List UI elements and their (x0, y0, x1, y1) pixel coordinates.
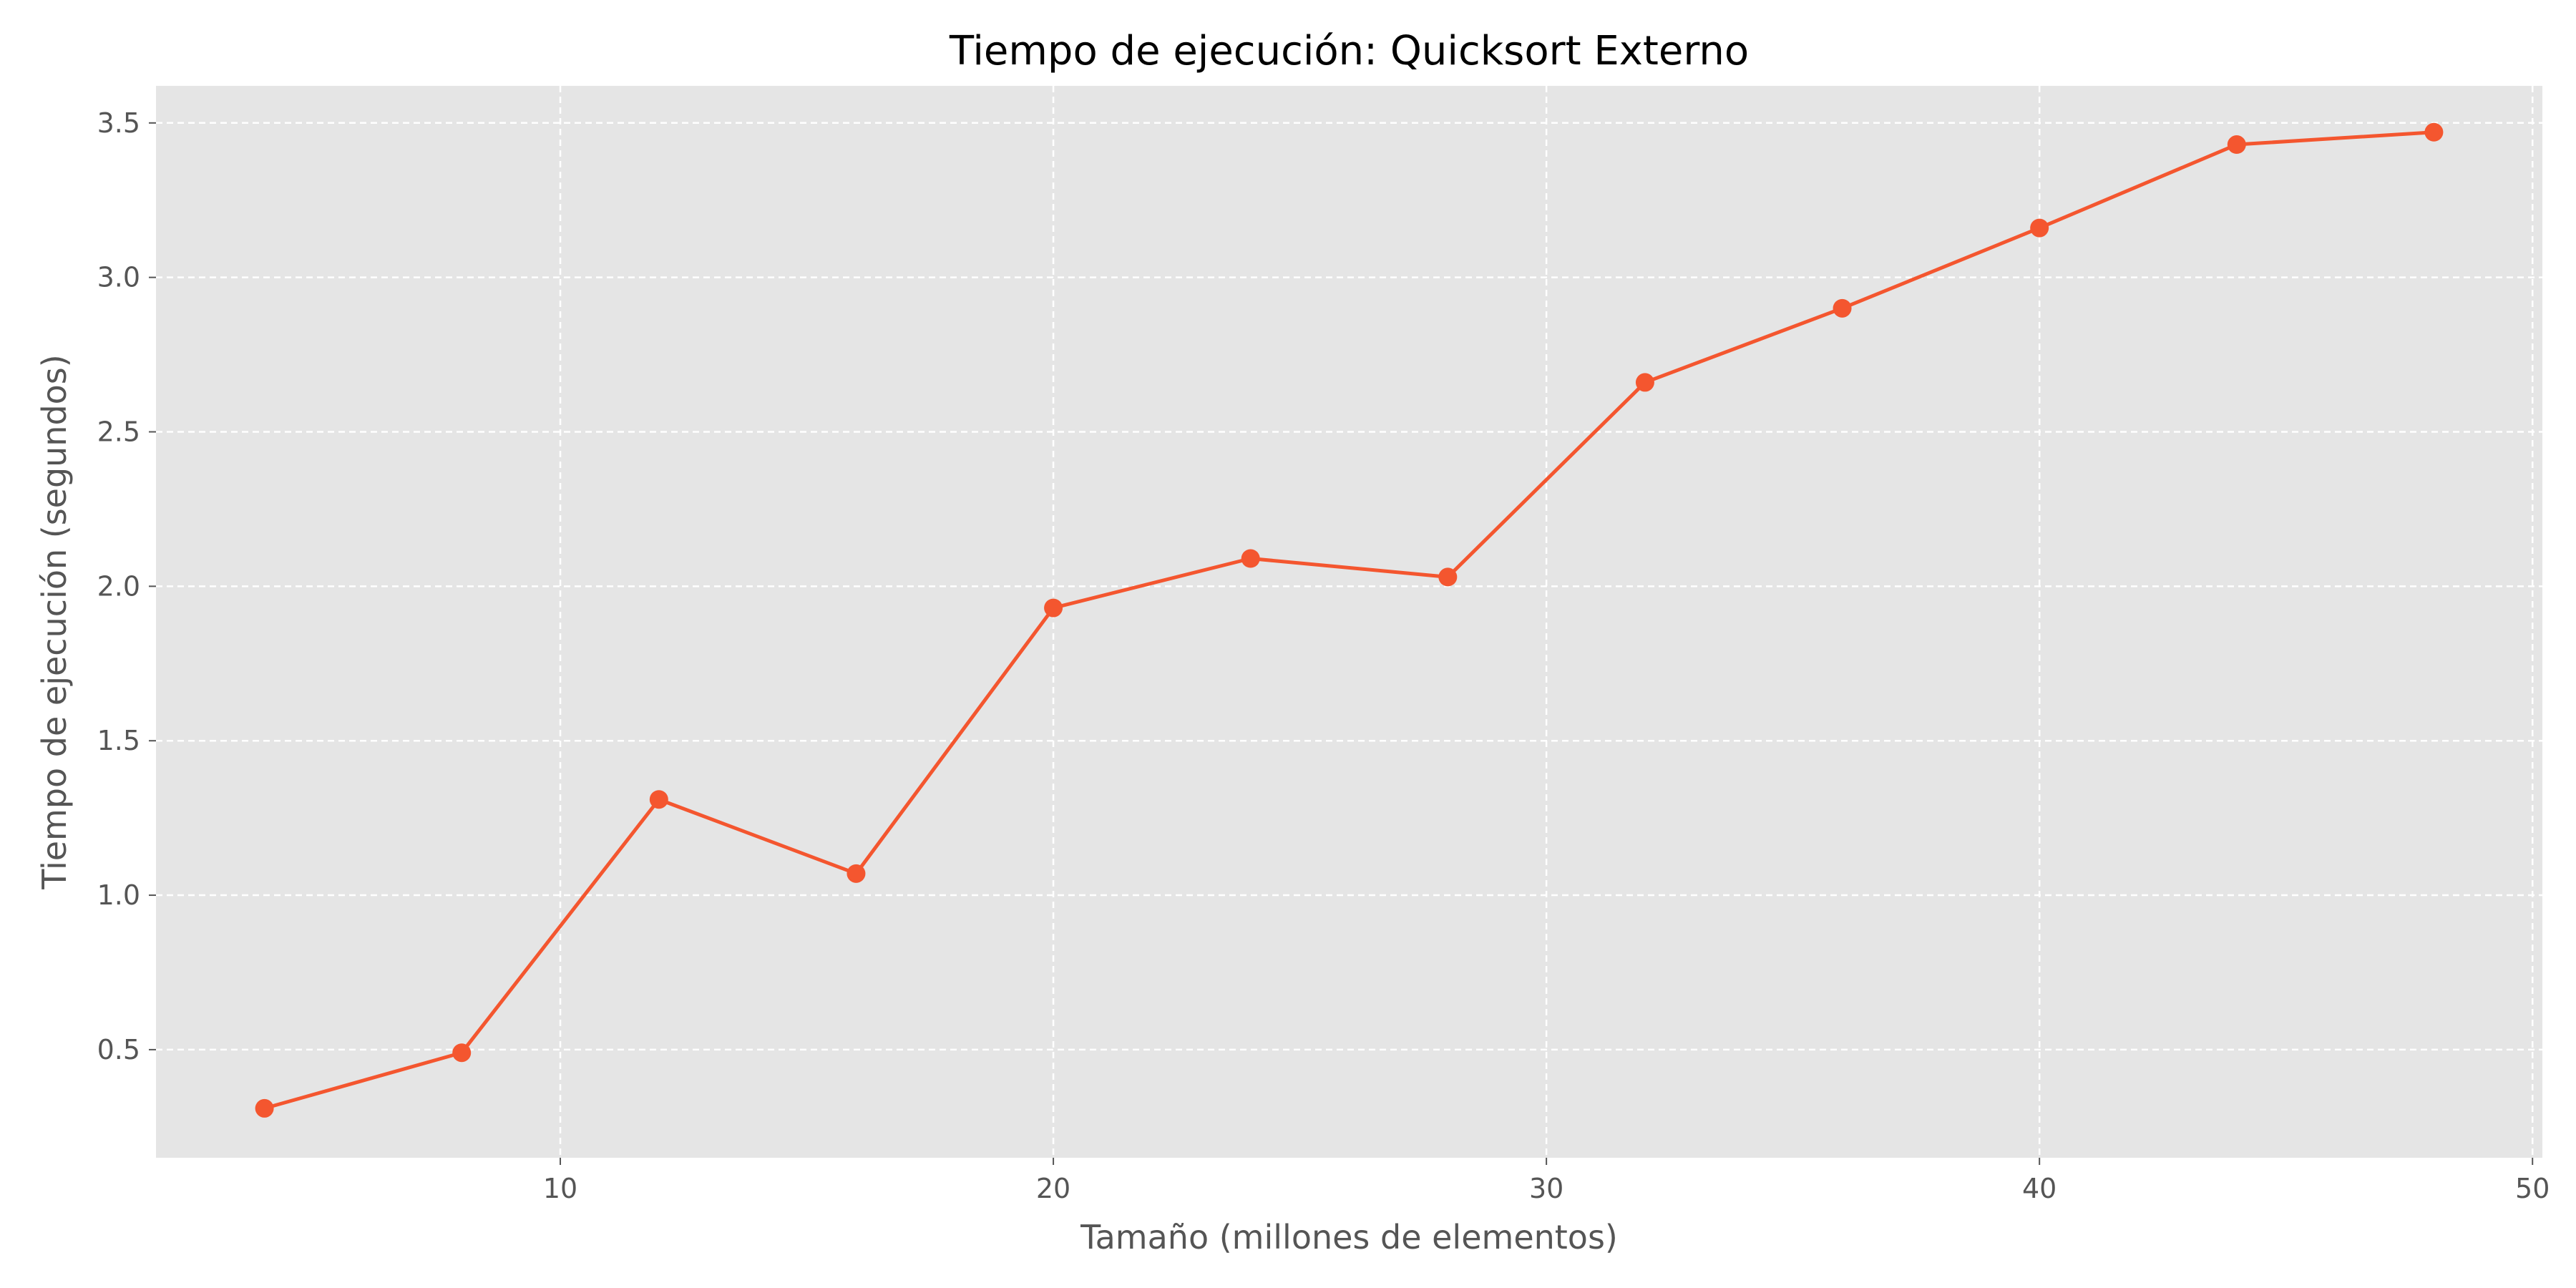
y-tick-label: 2.0 (97, 570, 140, 602)
data-point (2424, 122, 2444, 142)
x-tick-label: 40 (2022, 1173, 2057, 1204)
series-line (263, 130, 2436, 1111)
plot-background (156, 86, 2542, 1158)
x-axis-label: Tamaño (millones de elementos) (1080, 1218, 1618, 1257)
x-tick-label: 30 (1529, 1173, 1563, 1204)
x-tick-label: 20 (1036, 1173, 1070, 1204)
data-point (649, 790, 668, 809)
data-point (1635, 373, 1654, 392)
y-tick-label: 3.0 (97, 262, 140, 293)
x-tick-label: 50 (2515, 1173, 2550, 1204)
series-line-path (263, 130, 2436, 1111)
data-point (1438, 567, 1458, 587)
y-tick-label: 2.5 (97, 416, 140, 448)
data-point (255, 1098, 274, 1118)
x-tick-label: 10 (543, 1173, 577, 1204)
data-point (2030, 218, 2049, 238)
chart-title: Tiempo de ejecución: Quicksort Externo (949, 28, 1749, 74)
data-points (255, 122, 2444, 1118)
data-point (1241, 549, 1260, 568)
y-axis-label: Tiempo de ejecución (segundos) (35, 354, 74, 889)
y-tick-label: 3.5 (97, 107, 140, 139)
data-point (2227, 135, 2246, 155)
data-point (1833, 298, 1852, 318)
y-tick-label: 1.0 (97, 879, 140, 911)
data-point (1044, 598, 1063, 618)
y-tick-label: 0.5 (97, 1034, 140, 1065)
axes: 10 20 30 40 50 0.5 1.0 1.5 2.0 2.5 3.0 3.5 (97, 107, 2550, 1204)
y-tick-label: 1.5 (97, 725, 140, 756)
grid-lines (156, 86, 2542, 1158)
data-point (452, 1043, 472, 1063)
data-point (847, 864, 866, 883)
